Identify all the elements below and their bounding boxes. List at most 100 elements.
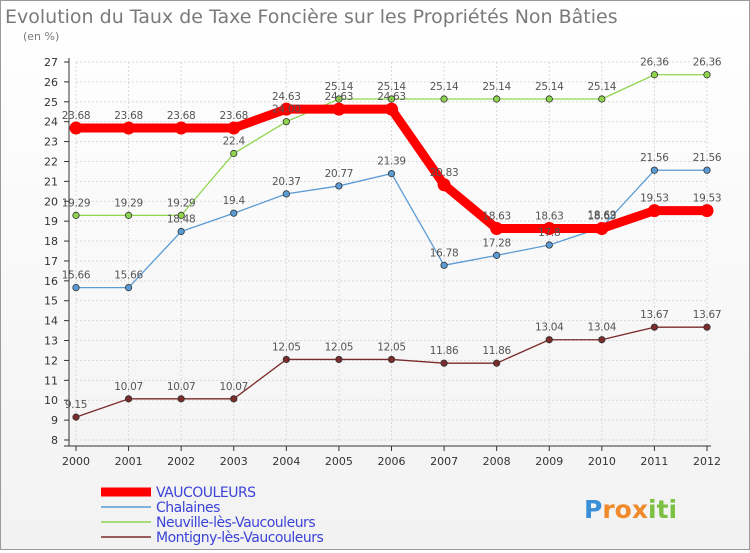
- y-tick-label-23: 23: [44, 136, 58, 149]
- data-label-chalaines-2001: 15.66: [114, 270, 143, 282]
- point-vaucouleurs-2009: [542, 222, 556, 236]
- data-label-chalaines-2011: 21.56: [640, 152, 669, 164]
- point-montigny-l-s-vaucouleurs-2011: [650, 323, 659, 331]
- y-tick-label-22: 22: [44, 155, 58, 168]
- point-neuville-l-s-vaucouleurs-2002: [177, 211, 185, 219]
- data-label-montigny-l-s-vaucouleurs-2010: 13.04: [588, 322, 617, 334]
- legend: VAUCOULEURSChalainesNeuville-lès-Vaucoul…: [101, 485, 324, 546]
- logo-letter-4: i: [648, 495, 657, 524]
- point-chalaines-2001: [124, 284, 133, 292]
- data-label-vaucouleurs-2006: 24.63: [377, 91, 406, 103]
- point-neuville-l-s-vaucouleurs-2001: [124, 211, 133, 219]
- point-chalaines-2008: [493, 251, 501, 259]
- y-tick-label-13: 13: [44, 335, 58, 348]
- data-label-montigny-l-s-vaucouleurs-2008: 11.86: [482, 345, 511, 357]
- x-tick-label-2007: 2007: [430, 455, 458, 468]
- point-montigny-l-s-vaucouleurs-2000: [72, 413, 80, 421]
- point-vaucouleurs-2008: [490, 222, 504, 236]
- data-label-vaucouleurs-2000: 23.68: [62, 110, 91, 122]
- y-tick-label-10: 10: [44, 394, 58, 407]
- point-montigny-l-s-vaucouleurs-2002: [177, 395, 185, 403]
- y-tick-label-9: 9: [51, 414, 58, 427]
- data-label-vaucouleurs-2010: 18.63: [588, 211, 617, 223]
- data-label-vaucouleurs-2007: 20.83: [430, 167, 459, 179]
- point-montigny-l-s-vaucouleurs-2006: [387, 355, 396, 364]
- data-label-neuville-l-s-vaucouleurs-2007: 25.14: [430, 81, 459, 93]
- point-chalaines-2009: [545, 241, 553, 249]
- x-tick-label-2006: 2006: [378, 455, 406, 468]
- point-neuville-l-s-vaucouleurs-2008: [493, 95, 501, 103]
- data-label-montigny-l-s-vaucouleurs-2004: 12.05: [272, 341, 301, 353]
- data-label-montigny-l-s-vaucouleurs-2005: 12.05: [325, 341, 354, 353]
- point-montigny-l-s-vaucouleurs-2008: [493, 359, 501, 367]
- data-label-neuville-l-s-vaucouleurs-2009: 25.14: [535, 81, 564, 93]
- x-tick-label-2003: 2003: [220, 455, 248, 468]
- x-tick-label-2004: 2004: [272, 455, 300, 468]
- legend-label-chalaines: Chalaines: [156, 500, 220, 516]
- data-label-montigny-l-s-vaucouleurs-2002: 10.07: [167, 381, 196, 393]
- data-label-neuville-l-s-vaucouleurs-2012: 26.36: [693, 57, 722, 69]
- y-tick-label-14: 14: [44, 315, 58, 328]
- data-label-vaucouleurs-2012: 19.53: [693, 193, 722, 205]
- logo-letter-3: x: [632, 495, 648, 524]
- point-montigny-l-s-vaucouleurs-2012: [703, 323, 711, 331]
- point-neuville-l-s-vaucouleurs-2006: [387, 95, 396, 103]
- data-label-neuville-l-s-vaucouleurs-2005: 25.14: [325, 81, 354, 93]
- data-label-vaucouleurs-2003: 23.68: [219, 110, 248, 122]
- x-tick-label-2008: 2008: [483, 455, 511, 468]
- point-neuville-l-s-vaucouleurs-2010: [598, 95, 606, 103]
- data-label-chalaines-2000: 15.66: [62, 270, 91, 282]
- logo-letter-5: t: [657, 495, 669, 524]
- point-montigny-l-s-vaucouleurs-2009: [545, 336, 553, 344]
- y-tick-label-16: 16: [44, 275, 58, 288]
- data-label-chalaines-2004: 20.37: [272, 176, 301, 188]
- data-label-chalaines-2006: 21.39: [377, 156, 406, 168]
- data-label-montigny-l-s-vaucouleurs-2012: 13.67: [693, 309, 722, 321]
- y-tick-label-27: 27: [44, 56, 58, 69]
- point-chalaines-2002: [177, 227, 185, 236]
- logo-letter-6: i: [669, 495, 678, 524]
- point-vaucouleurs-2000: [69, 121, 83, 135]
- logo-letter-0: P: [584, 495, 602, 524]
- point-vaucouleurs-2001: [122, 121, 136, 135]
- data-label-montigny-l-s-vaucouleurs-2000: 9.15: [65, 399, 87, 411]
- y-tick-label-18: 18: [44, 235, 58, 248]
- y-tick-label-17: 17: [44, 255, 58, 268]
- data-label-neuville-l-s-vaucouleurs-2003: 22.4: [223, 136, 246, 148]
- y-tick-label-19: 19: [44, 215, 58, 228]
- point-neuville-l-s-vaucouleurs-2012: [703, 71, 711, 79]
- point-neuville-l-s-vaucouleurs-2011: [650, 71, 659, 79]
- point-chalaines-2000: [72, 284, 80, 292]
- point-vaucouleurs-2012: [700, 204, 714, 218]
- data-label-montigny-l-s-vaucouleurs-2007: 11.86: [430, 345, 459, 357]
- logo-letter-1: r: [602, 495, 615, 524]
- logo-text: Proxiti: [584, 495, 677, 524]
- y-tick-label-8: 8: [51, 434, 58, 447]
- data-label-vaucouleurs-2008: 18.63: [482, 211, 511, 223]
- data-label-neuville-l-s-vaucouleurs-2000: 19.29: [62, 197, 91, 209]
- data-labels: 23.68 23.68 23.68 23.68 24.63 24.63 24.63 20.83…: [62, 57, 722, 411]
- point-vaucouleurs-2002: [174, 121, 188, 135]
- data-label-vaucouleurs-2004: 24.63: [272, 91, 301, 103]
- point-chalaines-2012: [703, 166, 711, 174]
- point-vaucouleurs-2003: [227, 121, 241, 135]
- data-label-montigny-l-s-vaucouleurs-2009: 13.04: [535, 322, 564, 334]
- series-group: [69, 71, 714, 421]
- data-label-chalaines-2005: 20.77: [325, 168, 354, 180]
- legend-label-montigny-l-s-vaucouleurs: Montigny-lès-Vaucouleurs: [156, 530, 323, 546]
- data-label-vaucouleurs-2009: 18.63: [535, 211, 564, 223]
- x-tick-label-2001: 2001: [115, 455, 143, 468]
- chart-title: Evolution du Taux de Taxe Foncière sur l…: [5, 6, 618, 28]
- point-chalaines-2003: [230, 209, 238, 217]
- point-montigny-l-s-vaucouleurs-2003: [230, 395, 238, 403]
- data-label-vaucouleurs-2001: 23.68: [114, 110, 143, 122]
- unit-label: (en %): [23, 30, 59, 43]
- x-tick-label-2010: 2010: [588, 455, 616, 468]
- point-vaucouleurs-2007: [437, 178, 451, 192]
- point-neuville-l-s-vaucouleurs-2005: [335, 95, 343, 103]
- point-montigny-l-s-vaucouleurs-2010: [598, 336, 606, 344]
- data-label-neuville-l-s-vaucouleurs-2002: 19.29: [167, 197, 196, 209]
- data-label-montigny-l-s-vaucouleurs-2003: 10.07: [219, 381, 248, 393]
